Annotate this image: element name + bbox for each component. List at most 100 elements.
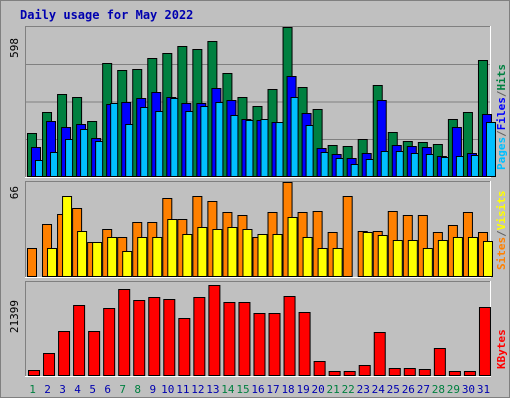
x-tick-day-2: 2	[44, 383, 51, 396]
x-tick-day-22: 22	[342, 383, 355, 396]
visits-sites-max-label: 66	[8, 186, 21, 199]
x-tick-day-4: 4	[74, 383, 81, 396]
kbytes-bar-day-6	[103, 308, 116, 376]
hits-files-pages-max-label: 598	[8, 38, 21, 58]
visits-bar-day-3	[62, 196, 73, 277]
visits-bar-day-5	[92, 242, 103, 277]
visits-bar-day-4	[77, 231, 88, 277]
kbytes-legend-item-0: KBytes	[495, 329, 508, 369]
sites-bar-day-22	[342, 196, 353, 277]
x-tick-day-29: 29	[447, 383, 460, 396]
kbytes-bar-day-14	[223, 302, 236, 376]
visits-bar-day-26	[407, 240, 418, 277]
visits-bar-day-30	[467, 237, 478, 277]
x-tick-day-18: 18	[281, 383, 294, 396]
kbytes-bar-day-1	[28, 370, 40, 376]
x-tick-day-12: 12	[191, 383, 204, 396]
visits-bar-day-27	[422, 248, 433, 277]
kbytes-bar-day-18	[283, 296, 296, 376]
visits-bar-day-25	[392, 240, 403, 277]
x-tick-day-8: 8	[134, 383, 141, 396]
x-tick-day-27: 27	[417, 383, 430, 396]
visits-bar-day-28	[437, 240, 448, 277]
hits-files-pages-legend-item-3: /	[495, 90, 508, 97]
hits-files-pages-legend-item-2: Files	[495, 97, 508, 130]
x-tick-day-15: 15	[236, 383, 249, 396]
x-tick-day-6: 6	[104, 383, 111, 396]
x-tick-day-30: 30	[462, 383, 475, 396]
chart-title: Daily usage for May 2022	[20, 8, 194, 22]
x-tick-day-24: 24	[372, 383, 386, 396]
x-tick-day-26: 26	[402, 383, 415, 396]
x-tick-day-9: 9	[149, 383, 156, 396]
kbytes-bar-day-5	[88, 331, 101, 376]
visits-bar-day-23	[362, 232, 373, 277]
kbytes-bar-day-28	[433, 348, 446, 376]
kbytes-bar-day-10	[163, 299, 176, 376]
hits-files-pages-legend-item-4: Hits	[495, 64, 508, 91]
visits-bar-day-13	[212, 229, 223, 277]
kbytes-bar-day-30	[463, 371, 476, 376]
visits-bar-day-31	[482, 241, 493, 277]
x-tick-day-23: 23	[357, 383, 370, 396]
kbytes-bar-day-7	[118, 289, 131, 376]
visits-bar-day-17	[272, 234, 283, 277]
x-tick-day-20: 20	[312, 383, 325, 396]
visits-sites-legend-item-1: /	[495, 230, 508, 237]
kbytes-bar-day-27	[418, 369, 431, 376]
visits-bar-day-16	[257, 234, 268, 277]
kbytes-legend: KBytes	[495, 329, 508, 369]
kbytes-bar-day-9	[148, 297, 161, 376]
visits-bar-day-7	[122, 251, 133, 277]
visits-sites-legend: Sites/Visits	[495, 191, 508, 271]
kbytes-bar-day-25	[388, 368, 401, 376]
x-tick-day-16: 16	[251, 383, 264, 396]
hits-files-pages-legend-item-0: Pages	[495, 137, 508, 170]
kbytes-bar-day-21	[328, 371, 341, 376]
visits-bar-day-24	[377, 235, 388, 277]
x-tick-day-25: 25	[387, 383, 400, 396]
kbytes-bar-day-8	[133, 300, 146, 376]
visits-bar-day-21	[332, 248, 343, 277]
kbytes-bar-day-29	[448, 371, 461, 376]
visits-bar-day-2	[47, 248, 58, 277]
hits-files-pages-legend: Pages/Files/Hits	[495, 64, 508, 170]
x-tick-day-5: 5	[89, 383, 96, 396]
kbytes-bar-day-19	[298, 312, 311, 376]
kbytes-bar-day-11	[178, 318, 191, 376]
kbytes-bar-day-24	[373, 332, 386, 376]
visits-bar-day-15	[242, 229, 253, 277]
visits-bar-day-18	[287, 217, 298, 277]
kbytes-bar-day-3	[58, 331, 71, 376]
kbytes-bar-day-15	[238, 302, 251, 376]
x-tick-day-14: 14	[221, 383, 235, 396]
kbytes-bar-day-22	[343, 371, 356, 376]
visits-sites-legend-item-0: Sites	[495, 237, 508, 270]
hits-files-pages-legend-item-1: /	[495, 130, 508, 137]
x-tick-day-11: 11	[176, 383, 189, 396]
x-tick-day-28: 28	[432, 383, 445, 396]
kbytes-bar-day-31	[478, 307, 491, 376]
kbytes-bar-day-2	[43, 353, 56, 376]
visits-bar-day-19	[302, 237, 313, 277]
visits-sites-legend-item-2: Visits	[495, 191, 508, 231]
x-tick-day-21: 21	[327, 383, 340, 396]
x-tick-day-17: 17	[266, 383, 279, 396]
visits-bar-day-6	[107, 237, 118, 277]
kbytes-bar-day-4	[73, 305, 86, 376]
kbytes-bar-day-12	[193, 297, 206, 376]
visits-bar-day-14	[227, 227, 238, 277]
x-tick-day-3: 3	[59, 383, 66, 396]
x-tick-day-31: 31	[477, 383, 490, 396]
sites-bar-day-1	[27, 248, 37, 277]
visits-bar-day-11	[182, 234, 193, 277]
kbytes-bar-day-16	[253, 313, 266, 376]
x-tick-day-10: 10	[161, 383, 174, 396]
kbytes-bar-day-23	[358, 365, 371, 376]
x-tick-day-7: 7	[119, 383, 126, 396]
x-tick-day-1: 1	[29, 383, 36, 396]
pages-bar-day-31	[485, 122, 496, 177]
kbytes-bar-day-26	[403, 368, 416, 376]
visits-bar-day-8	[137, 237, 148, 277]
